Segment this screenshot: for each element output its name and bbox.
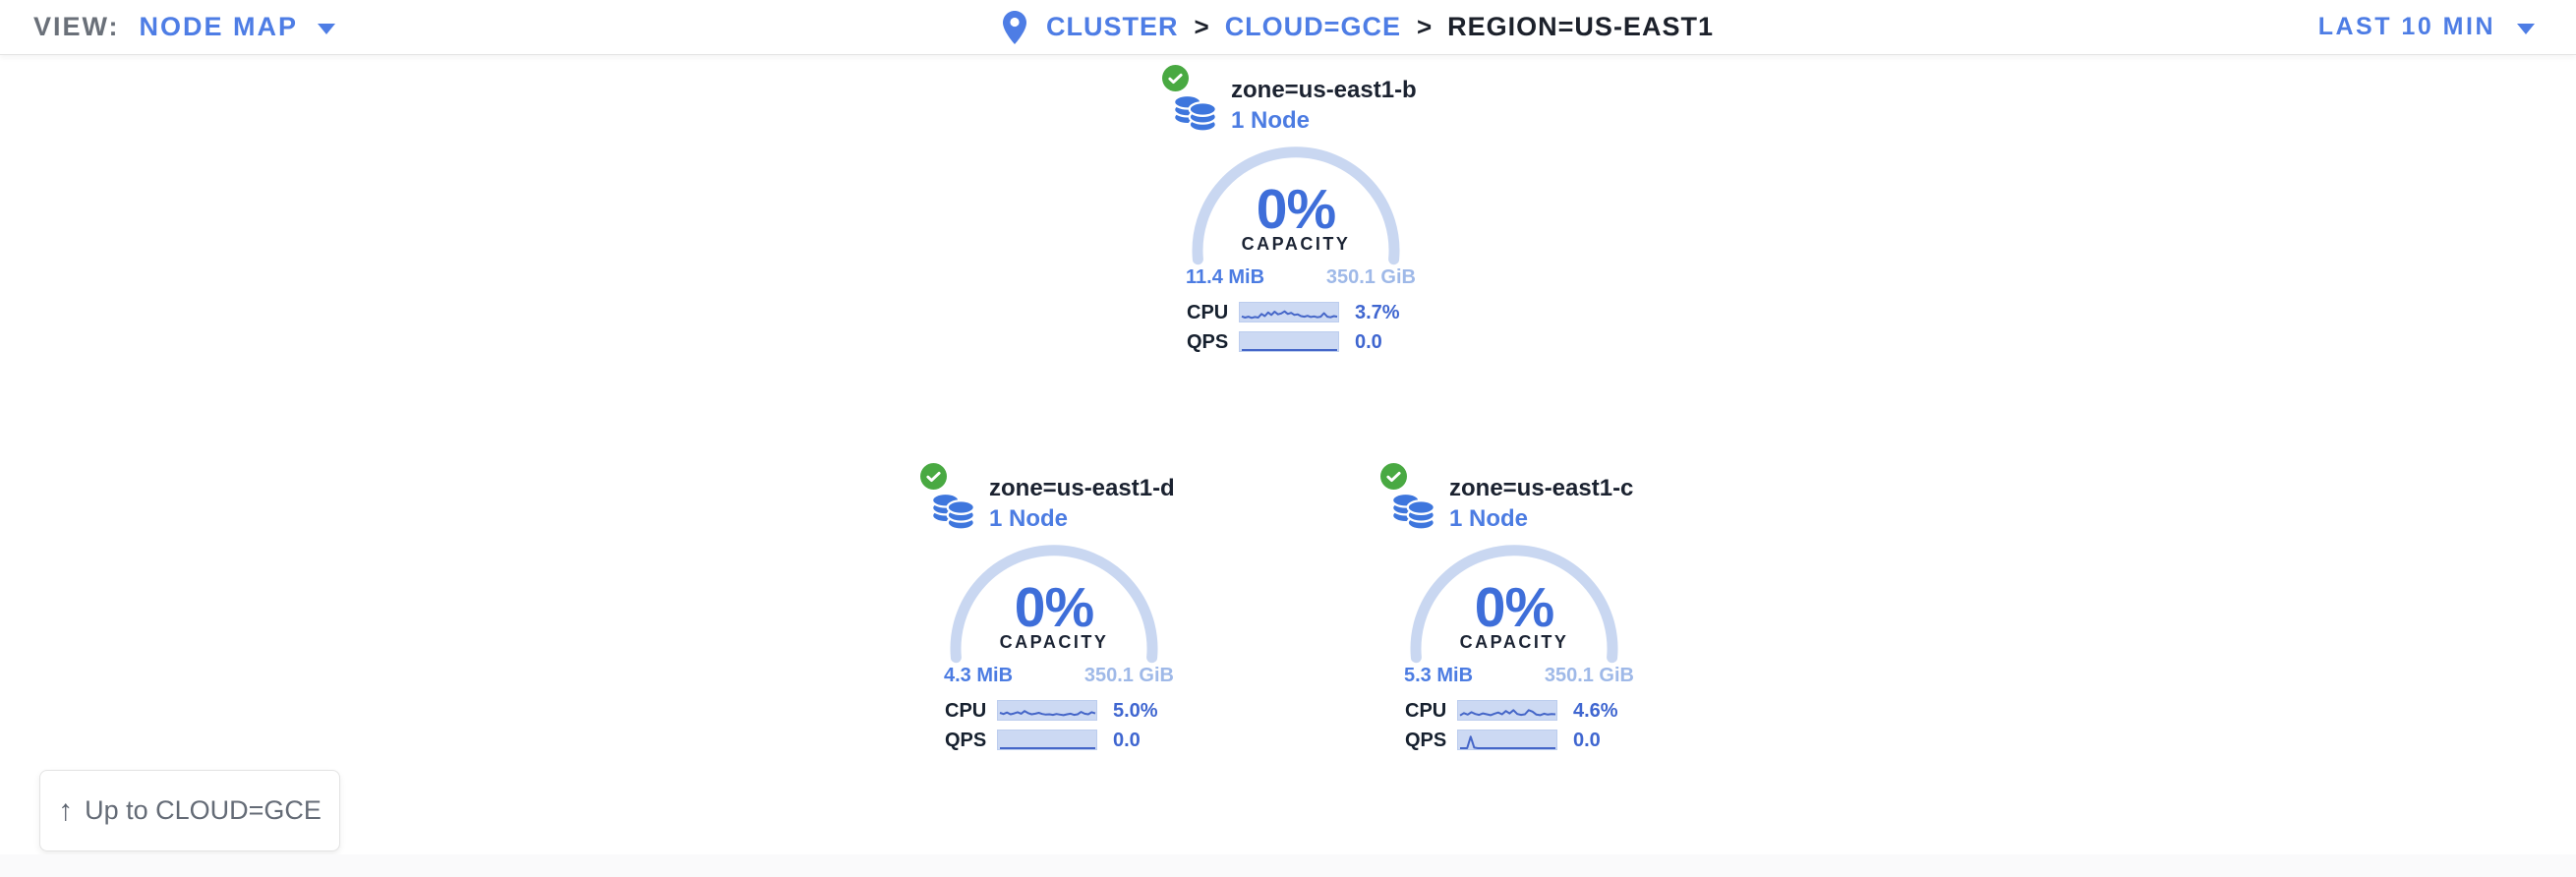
cpu-sparkline — [1457, 700, 1557, 721]
zone-card-us-east1-c[interactable]: zone=us-east1-c 1 Node 0% CAPACITY 5.3 M… — [1376, 463, 1652, 758]
cpu-sparkline — [997, 700, 1097, 721]
capacity-stats: 4.3 MiB 350.1 GiB — [916, 665, 1192, 687]
zone-node-count: 1 Node — [989, 505, 1069, 532]
cpu-label: CPU — [1187, 302, 1229, 323]
time-range-value: LAST 10 MIN — [2317, 13, 2495, 40]
cpu-value: 3.7% — [1355, 302, 1400, 323]
qps-sparkline — [997, 730, 1097, 750]
arrow-up-icon: ↑ — [58, 793, 74, 827]
zone-node-count: 1 Node — [1231, 107, 1311, 134]
qps-metric-row: QPS 0.0 — [1158, 330, 1434, 354]
qps-label: QPS — [1187, 331, 1229, 353]
status-ok-icon — [1162, 65, 1189, 91]
zone-title: zone=us-east1-d — [989, 475, 1175, 501]
qps-label: QPS — [945, 730, 987, 751]
breadcrumb-cloud-gce[interactable]: CLOUD=GCE — [1224, 12, 1401, 41]
capacity-gauge-arc — [1192, 146, 1400, 265]
capacity-stats: 5.3 MiB 350.1 GiB — [1376, 665, 1652, 687]
status-ok-icon — [920, 463, 947, 490]
breadcrumb-separator: > — [1416, 12, 1433, 41]
topbar: VIEW: NODE MAP CLUSTER > CLOUD=GCE > REG… — [0, 0, 2576, 55]
cpu-label: CPU — [945, 700, 987, 722]
qps-sparkline — [1239, 331, 1339, 352]
cpu-metric-row: CPU 5.0% — [916, 699, 1192, 723]
cpu-sparkline — [1239, 302, 1339, 322]
breadcrumb-region-current: REGION=US-EAST1 — [1447, 12, 1714, 41]
up-to-cloud-gce-button[interactable]: ↑ Up to CLOUD=GCE — [39, 770, 340, 851]
chevron-down-icon — [318, 23, 336, 34]
cpu-value: 4.6% — [1573, 700, 1618, 722]
database-stack-icon — [930, 483, 977, 531]
capacity-percent: 0% — [1014, 576, 1094, 639]
capacity-percent: 0% — [1474, 576, 1554, 639]
capacity-used: 5.3 MiB — [1404, 665, 1474, 686]
cpu-label: CPU — [1405, 700, 1447, 722]
breadcrumb: CLUSTER > CLOUD=GCE > REGION=US-EAST1 — [1003, 0, 1714, 54]
location-pin-icon — [1003, 10, 1026, 44]
qps-value: 0.0 — [1355, 331, 1382, 353]
capacity-percent: 0% — [1256, 178, 1336, 241]
database-stack-icon — [1390, 483, 1437, 531]
capacity-label: CAPACITY — [999, 632, 1109, 652]
zone-node-count: 1 Node — [1449, 505, 1529, 532]
breadcrumb-cluster[interactable]: CLUSTER — [1046, 12, 1179, 41]
qps-value: 0.0 — [1113, 730, 1141, 751]
qps-metric-row: QPS 0.0 — [1376, 729, 1652, 752]
zone-card-us-east1-d[interactable]: zone=us-east1-d 1 Node 0% CAPACITY 4.3 M… — [916, 463, 1192, 758]
zone-card-us-east1-b[interactable]: zone=us-east1-b 1 Node 0% CAPACITY 11.4 … — [1158, 65, 1434, 360]
zone-title: zone=us-east1-b — [1231, 77, 1417, 103]
qps-value: 0.0 — [1573, 730, 1601, 751]
status-ok-icon — [1380, 463, 1407, 490]
qps-sparkline — [1457, 730, 1557, 750]
capacity-used: 4.3 MiB — [944, 665, 1014, 686]
capacity-total: 350.1 GiB — [1325, 266, 1416, 288]
cpu-value: 5.0% — [1113, 700, 1158, 722]
qps-label: QPS — [1405, 730, 1447, 751]
capacity-used: 11.4 MiB — [1186, 266, 1265, 288]
breadcrumb-separator: > — [1194, 12, 1209, 41]
capacity-gauge-arc — [1410, 545, 1618, 664]
capacity-gauge-arc — [950, 545, 1158, 664]
zone-title: zone=us-east1-c — [1449, 475, 1634, 501]
view-label: VIEW: — [33, 12, 120, 41]
cpu-metric-row: CPU 4.6% — [1376, 699, 1652, 723]
view-value: NODE MAP — [139, 12, 299, 41]
view-selector[interactable]: VIEW: NODE MAP — [33, 0, 336, 54]
capacity-label: CAPACITY — [1241, 234, 1351, 254]
capacity-total: 350.1 GiB — [1544, 665, 1634, 686]
time-range-selector[interactable]: LAST 10 MIN — [2318, 0, 2535, 54]
map-bottom-strip — [0, 854, 2576, 877]
up-button-label: Up to CLOUD=GCE — [85, 795, 322, 825]
qps-metric-row: QPS 0.0 — [916, 729, 1192, 752]
database-stack-icon — [1172, 85, 1219, 133]
capacity-label: CAPACITY — [1459, 632, 1569, 652]
capacity-total: 350.1 GiB — [1083, 665, 1174, 686]
cpu-metric-row: CPU 3.7% — [1158, 301, 1434, 324]
capacity-stats: 11.4 MiB 350.1 GiB — [1158, 266, 1434, 289]
chevron-down-icon — [2517, 23, 2535, 34]
